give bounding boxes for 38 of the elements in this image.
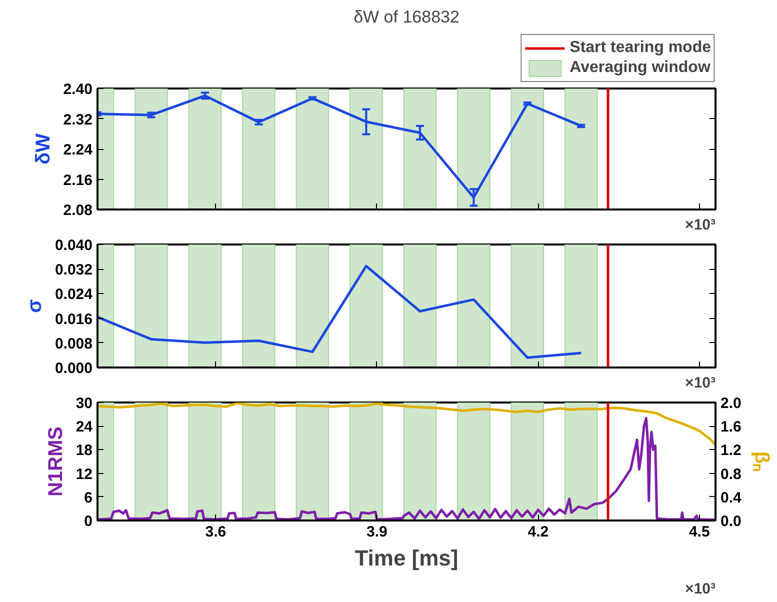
y-tick-label: 0.016 — [54, 310, 93, 328]
y-tick-label: 0.040 — [54, 237, 93, 254]
chart-title: δW of 168832 — [354, 8, 460, 26]
text: ×10³ — [685, 374, 716, 392]
y-tick-label: 2.24 — [63, 142, 94, 158]
y-tick-label: 2.16 — [63, 172, 93, 189]
x-tick-label: 4.5 — [688, 524, 710, 540]
y-axis-title: N1RMS — [44, 426, 67, 497]
y-tick-label: 24 — [76, 418, 94, 436]
x-tick-label: 3.9 — [366, 524, 388, 540]
y2-axis-title: βₙ — [750, 451, 772, 472]
y-tick-label: 18 — [76, 442, 93, 460]
y-tick-label: 12 — [76, 466, 93, 483]
text: ×10³ — [685, 580, 716, 598]
text: ×10³ — [685, 216, 716, 234]
y2-tick-label: 0.8 — [720, 466, 742, 483]
legend-label: Start tearing mode — [570, 39, 711, 57]
y2-tick-label: 0.0 — [720, 513, 742, 530]
y2-tick-label: 1.2 — [720, 442, 742, 460]
y2-tick-label: 1.6 — [720, 418, 742, 436]
y-tick-label: 6 — [84, 489, 92, 506]
y2-tick-label: 0.4 — [720, 489, 742, 506]
y-tick-label: 2.08 — [63, 202, 93, 219]
y-tick-label: 0 — [84, 513, 92, 530]
y-tick-label: 2.40 — [63, 81, 93, 98]
x-tick-label: 4.2 — [528, 524, 549, 540]
legend-label: Averaging window — [570, 59, 710, 77]
x-axis-title: Time [ms] — [354, 546, 458, 570]
y-tick-label: 0.024 — [54, 286, 94, 304]
y-axis-title: σ — [24, 298, 46, 313]
y2-tick-label: 2.0 — [720, 395, 742, 412]
y-tick-label: 30 — [76, 395, 93, 412]
y-axis-title: δW — [32, 133, 54, 165]
y-tick-label: 2.32 — [63, 111, 93, 128]
x-tick-label: 3.6 — [205, 524, 226, 540]
y-tick-label: 0.032 — [54, 262, 93, 279]
y-tick-label: 0.000 — [54, 360, 93, 377]
y-tick-label: 0.008 — [54, 335, 93, 352]
